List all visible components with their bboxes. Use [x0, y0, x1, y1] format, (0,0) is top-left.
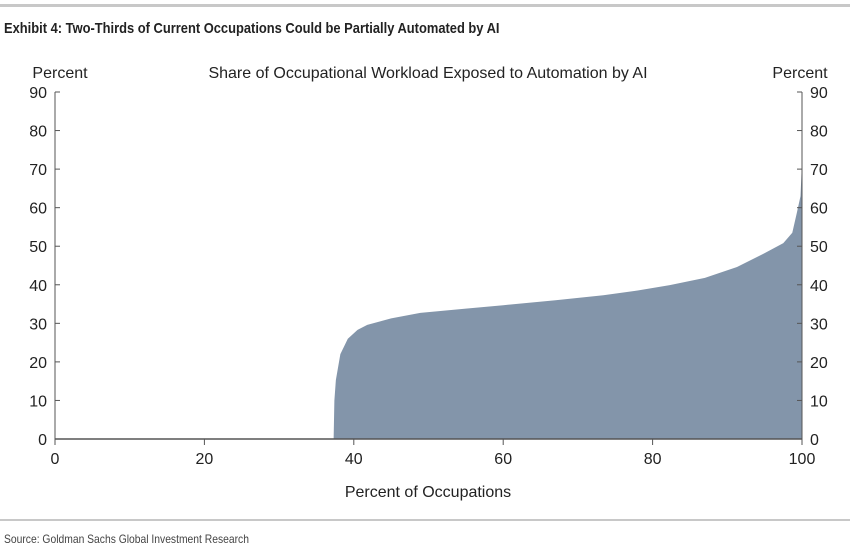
left-axis-label: Percent [32, 65, 88, 82]
y-tick-label-left: 60 [29, 201, 47, 218]
y-tick-label-left: 20 [29, 355, 47, 372]
top-rule [0, 4, 850, 7]
y-tick-label-left: 70 [29, 162, 47, 179]
y-tick-label-left: 50 [29, 239, 47, 256]
y-tick-label-left: 40 [29, 278, 47, 295]
y-tick-label-right: 10 [810, 393, 828, 410]
y-tick-label-right: 90 [810, 85, 828, 102]
x-tick-label: 100 [789, 451, 816, 468]
area-series [55, 161, 802, 439]
x-tick-label: 40 [345, 451, 363, 468]
y-tick-label-left: 0 [38, 432, 47, 449]
x-tick-label: 20 [196, 451, 214, 468]
y-tick-label-left: 80 [29, 124, 47, 141]
x-axis-label: Percent of Occupations [345, 484, 511, 501]
exhibit-title: Exhibit 4: Two-Thirds of Current Occupat… [4, 20, 500, 37]
x-tick-label: 60 [494, 451, 512, 468]
y-tick-label-left: 10 [29, 393, 47, 410]
y-tick-label-right: 80 [810, 124, 828, 141]
y-tick-label-right: 20 [810, 355, 828, 372]
right-axis-label: Percent [772, 65, 828, 82]
y-tick-label-left: 90 [29, 85, 47, 102]
chart-title: Share of Occupational Workload Exposed t… [208, 65, 647, 82]
y-tick-label-right: 50 [810, 239, 828, 256]
bottom-rule [0, 519, 850, 521]
y-tick-label-right: 30 [810, 316, 828, 333]
x-tick-label: 80 [644, 451, 662, 468]
y-tick-label-right: 0 [810, 432, 819, 449]
chart: Percent Share of Occupational Workload E… [29, 65, 828, 501]
y-tick-label-right: 60 [810, 201, 828, 218]
source-note: Source: Goldman Sachs Global Investment … [4, 532, 249, 546]
y-tick-label-right: 70 [810, 162, 828, 179]
x-tick-label: 0 [51, 451, 60, 468]
y-tick-label-right: 40 [810, 278, 828, 295]
y-tick-label-left: 30 [29, 316, 47, 333]
